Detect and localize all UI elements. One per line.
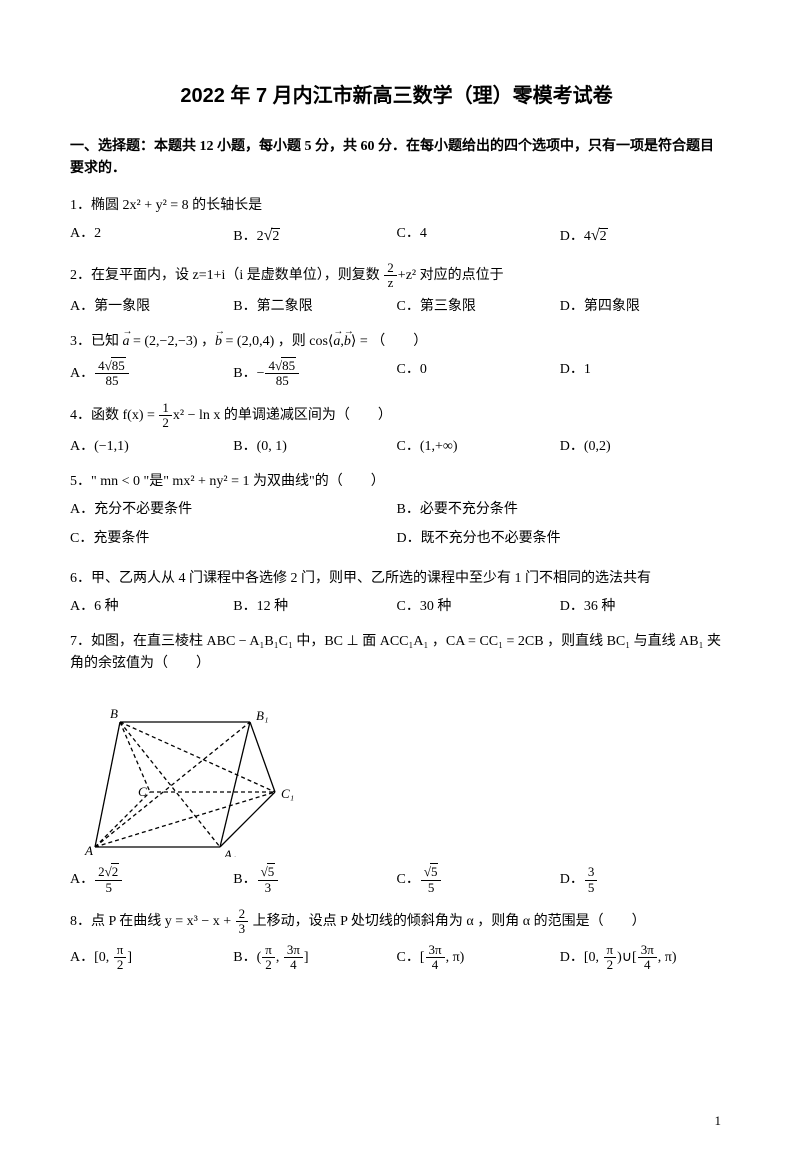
q8-options: A．[0, π2] B．(π2, 3π4] C．[3π4, π) D．[0, π… [70,943,723,973]
q1-opt-c: C．4 [397,223,560,249]
q8-opt-d: D．[0, π2)∪[3π4, π) [560,943,723,973]
q2-frac: 2z [384,261,397,291]
question-3: 3．已知 a = (2,−2,−3) ，b = (2,0,4) ，则 cos⟨a… [70,331,723,353]
q6-opt-b: B．12 种 [233,596,396,618]
question-6: 6．甲、乙两人从 4 门课程中各选修 2 门，则甲、乙所选的课程中至少有 1 门… [70,568,723,590]
q1-num: 1． [70,198,91,213]
exam-title: 2022 年 7 月内江市新高三数学（理）零模考试卷 [70,80,723,112]
question-1: 1．椭圆 2x² + y² = 8 的长轴长是 [70,195,723,217]
q3-options: A．4√8585 B．−4√8585 C．0 D．1 [70,359,723,389]
prism-diagram: A B C A₁ B₁ C₁ [80,687,300,857]
q4-opt-c: C．(1,+∞) [397,436,560,458]
q5-opt-b: B．必要不充分条件 [397,499,724,521]
q5-num: 5． [70,474,91,489]
q6-opt-c: C．30 种 [397,596,560,618]
section-1-header: 一、选择题：本题共 12 小题，每小题 5 分，共 60 分．在每小题给出的四个… [70,136,723,181]
q3-opt-d: D．1 [560,359,723,389]
q1-options: A．2 B．2√2 C．4 D．4√2 [70,223,723,249]
q2-opt-d: D．第四象限 [560,296,723,318]
q8-opt-a: A．[0, π2] [70,943,233,973]
q4-opt-b: B．(0, 1) [233,436,396,458]
q6-options: A．6 种 B．12 种 C．30 种 D．36 种 [70,596,723,618]
q8-opt-c: C．[3π4, π) [397,943,560,973]
q5-opt-d: D．既不充分也不必要条件 [397,528,724,550]
q1-text: 椭圆 2x² + y² = 8 的长轴长是 [91,198,262,213]
q4-opt-a: A．(−1,1) [70,436,233,458]
q5-opt-c: C．充要条件 [70,528,397,550]
q6-num: 6． [70,571,91,586]
q7-opt-d: D．35 [560,865,723,895]
q6-opt-d: D．36 种 [560,596,723,618]
question-5: 5．" mn < 0 "是" mx² + ny² = 1 为双曲线"的（ ） [70,471,723,493]
q7-opt-c: C．√55 [397,865,560,895]
q4-num: 4． [70,408,91,423]
exam-page: 2022 年 7 月内江市新高三数学（理）零模考试卷 一、选择题：本题共 12 … [0,0,793,1162]
question-2: 2．在复平面内，设 z=1+i（i 是虚数单位），则复数 2z+z² 对应的点位… [70,261,723,291]
svg-text:B: B [110,706,118,721]
q2-opt-a: A．第一象限 [70,296,233,318]
q2-opt-c: C．第三象限 [397,296,560,318]
q3-opt-b: B．−4√8585 [233,359,396,389]
q4-options: A．(−1,1) B．(0, 1) C．(1,+∞) D．(0,2) [70,436,723,458]
q8-opt-b: B．(π2, 3π4] [233,943,396,973]
svg-text:B₁: B₁ [256,708,268,723]
svg-text:A: A [84,843,93,857]
q1-opt-d: D．4√2 [560,223,723,249]
q7-opt-a: A．2√25 [70,865,233,895]
question-7: 7．如图，在直三棱柱 ABC − A₁B₁C₁ 中，BC ⊥ 面 ACC₁A₁ … [70,631,723,676]
q7-diagram: A B C A₁ B₁ C₁ [80,687,723,857]
q2-opt-b: B．第二象限 [233,296,396,318]
q5-options: A．充分不必要条件 B．必要不充分条件 C．充要条件 D．既不充分也不必要条件 [70,499,723,556]
q6-opt-a: A．6 种 [70,596,233,618]
svg-text:A₁: A₁ [223,847,236,857]
q2-options: A．第一象限 B．第二象限 C．第三象限 D．第四象限 [70,296,723,318]
question-4: 4．函数 f(x) = 12x² − ln x 的单调递减区间为（ ） [70,401,723,431]
svg-text:C: C [138,784,147,799]
q8-num: 8． [70,914,91,929]
q1-opt-b: B．2√2 [233,223,396,249]
q3-opt-a: A．4√8585 [70,359,233,389]
q3-opt-c: C．0 [397,359,560,389]
q7-num: 7． [70,634,91,649]
question-8: 8．点 P 在曲线 y = x³ − x + 23 上移动，设点 P 处切线的倾… [70,907,723,937]
q5-opt-a: A．充分不必要条件 [70,499,397,521]
svg-text:C₁: C₁ [281,786,294,801]
q3-num: 3． [70,334,91,349]
q2-num: 2． [70,268,91,283]
q7-opt-b: B．√53 [233,865,396,895]
q1-opt-a: A．2 [70,223,233,249]
q7-options: A．2√25 B．√53 C．√55 D．35 [70,865,723,895]
q4-opt-d: D．(0,2) [560,436,723,458]
